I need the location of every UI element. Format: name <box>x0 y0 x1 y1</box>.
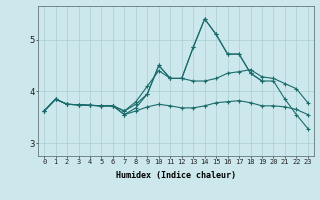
X-axis label: Humidex (Indice chaleur): Humidex (Indice chaleur) <box>116 171 236 180</box>
